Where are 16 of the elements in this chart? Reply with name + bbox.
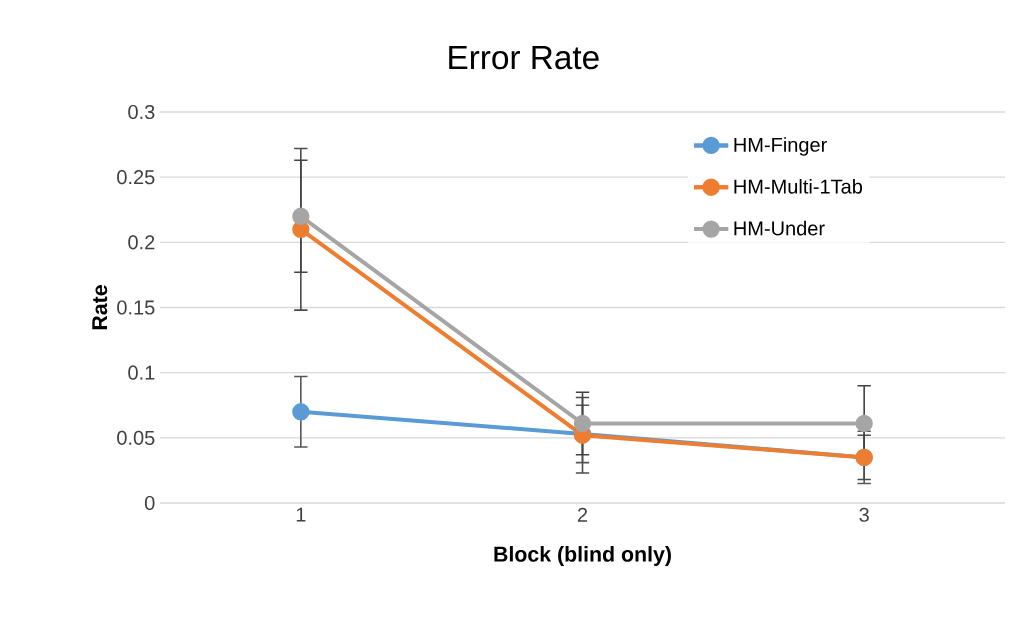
y-tick-label: 0.25: [117, 170, 155, 185]
chart-title: Error Rate: [449, 46, 599, 70]
x-tick-label: 2: [577, 507, 588, 522]
legend-label: HM-Under: [734, 220, 825, 236]
y-axis-title: Rate: [92, 285, 108, 330]
y-tick-label: 0.1: [128, 365, 155, 380]
legend-label: HM-Multi-1Tab: [734, 178, 863, 194]
x-axis-title: Block (blind only): [494, 546, 671, 566]
x-tick-label: 1: [296, 507, 306, 522]
y-tick-label: 0.3: [128, 104, 155, 120]
legend-label: HM-Finger: [734, 137, 827, 156]
x-tick-label: 3: [859, 507, 869, 522]
y-tick-label: 0.05: [117, 430, 155, 445]
y-tick-label: 0: [144, 495, 155, 511]
y-tick-label: 0.2: [128, 235, 155, 250]
y-tick-label: 0.15: [117, 300, 155, 315]
